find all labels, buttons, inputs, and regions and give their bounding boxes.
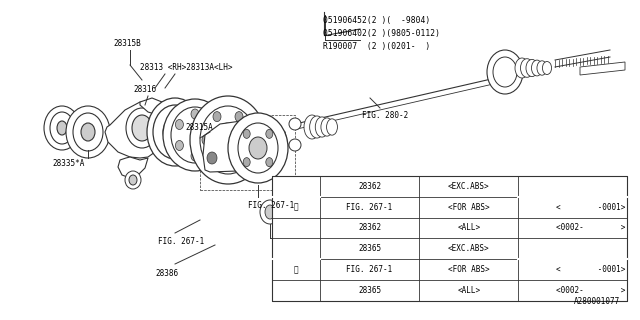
Text: 051906402(2 )(9805-0112): 051906402(2 )(9805-0112) [323,29,440,38]
Polygon shape [140,98,165,115]
Ellipse shape [543,61,552,75]
Ellipse shape [265,205,275,219]
Ellipse shape [526,60,538,76]
Text: FIG. 280-2: FIG. 280-2 [362,110,408,119]
Ellipse shape [266,158,273,167]
Text: FIG. 267-1: FIG. 267-1 [346,203,393,212]
Text: FIG. 267-1: FIG. 267-1 [346,265,393,274]
Ellipse shape [304,115,320,139]
Ellipse shape [129,175,137,185]
Text: 28365: 28365 [358,244,381,253]
Ellipse shape [171,107,219,163]
Ellipse shape [228,113,288,183]
Ellipse shape [214,123,242,157]
Ellipse shape [213,112,221,122]
Ellipse shape [44,106,80,150]
Ellipse shape [310,116,324,138]
Text: ①: ① [293,121,297,127]
Ellipse shape [126,108,158,148]
Ellipse shape [278,220,292,236]
Text: <EXC.ABS>: <EXC.ABS> [448,244,490,253]
Text: FIG. 267-1: FIG. 267-1 [158,236,204,245]
Text: 051906452(2 )(  -9804): 051906452(2 )( -9804) [323,16,431,25]
Ellipse shape [191,109,199,119]
Ellipse shape [163,117,187,147]
Ellipse shape [57,121,67,135]
Ellipse shape [266,129,273,138]
Ellipse shape [243,158,250,167]
Ellipse shape [125,171,141,189]
Text: 28362: 28362 [358,223,381,233]
Ellipse shape [191,151,199,161]
Ellipse shape [175,140,184,150]
Polygon shape [105,102,170,158]
Text: ②: ② [294,265,298,274]
Text: 28316: 28316 [133,85,156,94]
Circle shape [289,139,301,151]
Ellipse shape [520,59,534,77]
Ellipse shape [326,119,337,135]
Text: <        -0001>: < -0001> [556,265,625,274]
Ellipse shape [243,129,250,138]
Text: ②: ② [293,142,297,148]
Circle shape [289,118,301,130]
Ellipse shape [207,140,214,150]
Ellipse shape [207,152,217,164]
Text: A280001077: A280001077 [573,298,620,307]
Text: FIG. 267-1: FIG. 267-1 [248,201,294,210]
Text: 28313 <RH>28313A<LH>: 28313 <RH>28313A<LH> [140,63,232,73]
Ellipse shape [282,224,288,232]
Text: 28365: 28365 [358,286,381,295]
Ellipse shape [50,112,74,144]
Ellipse shape [531,60,543,76]
Ellipse shape [235,158,243,168]
Text: 28315B: 28315B [113,39,141,49]
Text: <EXC.ABS>: <EXC.ABS> [448,182,490,191]
Ellipse shape [246,135,254,145]
Ellipse shape [249,137,267,159]
Ellipse shape [81,123,95,141]
Ellipse shape [316,117,329,137]
Ellipse shape [487,50,523,94]
Ellipse shape [537,61,547,75]
Text: R190007  (2 )(0201-  ): R190007 (2 )(0201- ) [323,42,431,51]
Text: <ALL>: <ALL> [457,286,481,295]
Ellipse shape [235,112,243,122]
Ellipse shape [73,113,103,151]
Text: 28335*A: 28335*A [52,158,84,167]
Ellipse shape [238,123,278,173]
Ellipse shape [190,96,266,184]
Ellipse shape [493,57,517,87]
Ellipse shape [200,106,256,174]
Ellipse shape [163,99,227,171]
Text: ①: ① [294,203,298,212]
Polygon shape [580,62,625,75]
Text: <FOR ABS>: <FOR ABS> [448,265,490,274]
Ellipse shape [147,98,203,166]
Ellipse shape [321,118,333,136]
Text: 28315A: 28315A [185,124,212,132]
Ellipse shape [66,106,110,158]
Ellipse shape [260,200,280,224]
Ellipse shape [515,58,529,78]
Ellipse shape [213,158,221,168]
Ellipse shape [132,115,152,141]
Ellipse shape [153,105,197,159]
Text: 28362: 28362 [358,182,381,191]
Bar [272,176,627,301]
Ellipse shape [175,119,184,130]
Polygon shape [118,157,148,178]
Text: <        -0001>: < -0001> [556,203,625,212]
Text: <FOR ABS>: <FOR ABS> [448,203,490,212]
Text: <ALL>: <ALL> [457,223,481,233]
Text: 28386: 28386 [155,268,178,277]
Ellipse shape [207,119,214,130]
Text: <0002-        >: <0002- > [556,223,625,233]
Ellipse shape [202,135,210,145]
Polygon shape [203,120,288,172]
Text: <0002-        >: <0002- > [556,286,625,295]
